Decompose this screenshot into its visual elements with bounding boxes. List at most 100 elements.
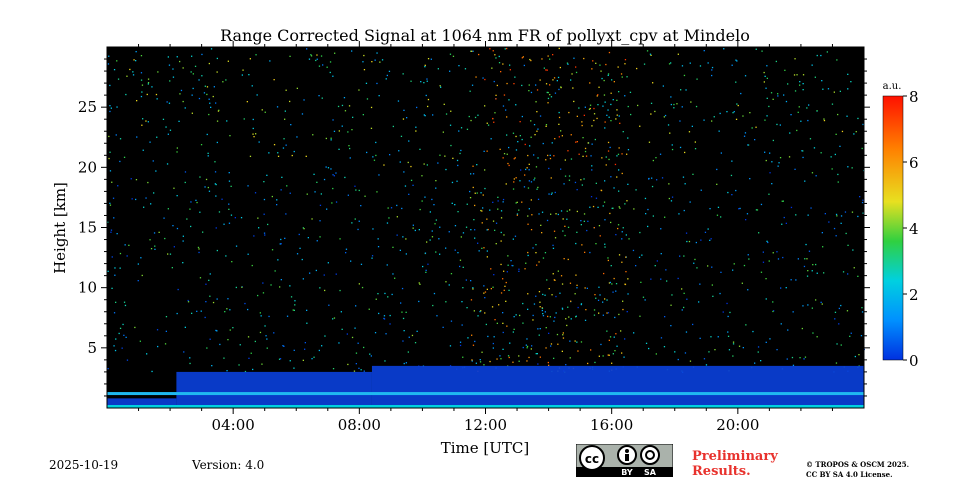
- signal-pixel: [531, 214, 533, 216]
- signal-pixel: [539, 301, 541, 303]
- signal-pixel: [296, 253, 299, 255]
- signal-pixel: [553, 77, 556, 79]
- signal-pixel: [209, 102, 211, 104]
- signal-pixel: [415, 126, 417, 128]
- signal-pixel: [651, 177, 653, 179]
- signal-pixel: [755, 126, 757, 128]
- signal-pixel: [527, 215, 529, 217]
- signal-pixel: [560, 130, 562, 132]
- signal-pixel: [254, 192, 257, 194]
- signal-pixel: [445, 168, 447, 171]
- signal-pixel: [538, 261, 540, 263]
- signal-pixel: [508, 146, 510, 149]
- signal-pixel: [330, 137, 332, 139]
- signal-pixel: [621, 261, 623, 263]
- signal-pixel: [331, 202, 333, 204]
- signal-pixel: [745, 324, 747, 326]
- signal-pixel: [116, 233, 118, 235]
- signal-pixel: [685, 331, 688, 333]
- signal-pixel: [650, 102, 653, 104]
- signal-pixel: [670, 304, 672, 306]
- signal-pixel: [585, 309, 587, 311]
- signal-pixel: [682, 176, 685, 178]
- signal-pixel: [628, 238, 630, 240]
- signal-pixel: [815, 263, 817, 266]
- signal-pixel: [241, 286, 243, 288]
- signal-pixel: [558, 111, 560, 114]
- signal-pixel: [403, 171, 405, 173]
- signal-pixel: [184, 326, 186, 328]
- signal-pixel: [749, 112, 751, 114]
- signal-pixel: [765, 298, 767, 300]
- signal-pixel: [731, 194, 733, 196]
- signal-pixel: [191, 112, 193, 114]
- y-axis-label: Height [km]: [51, 182, 69, 274]
- signal-pixel: [849, 335, 851, 337]
- signal-pixel: [225, 79, 227, 81]
- signal-pixel: [182, 235, 184, 237]
- signal-pixel: [326, 208, 328, 210]
- signal-pixel: [228, 208, 230, 210]
- signal-pixel: [431, 198, 433, 201]
- signal-pixel: [423, 82, 425, 84]
- signal-pixel: [794, 58, 796, 60]
- signal-pixel: [538, 291, 541, 293]
- signal-pixel: [563, 183, 565, 185]
- signal-pixel: [323, 178, 326, 181]
- signal-pixel: [542, 293, 544, 296]
- signal-pixel: [468, 115, 470, 118]
- signal-pixel: [229, 135, 231, 137]
- signal-pixel: [717, 336, 719, 338]
- signal-pixel: [766, 115, 768, 117]
- signal-pixel: [576, 210, 578, 213]
- signal-pixel: [670, 96, 672, 98]
- signal-pixel: [493, 121, 495, 123]
- signal-pixel: [419, 148, 421, 150]
- signal-pixel: [304, 342, 306, 344]
- signal-pixel: [202, 231, 204, 233]
- signal-pixel: [497, 200, 499, 202]
- signal-pixel: [502, 201, 504, 203]
- signal-pixel: [335, 201, 338, 203]
- signal-pixel: [305, 155, 307, 157]
- signal-pixel: [499, 355, 501, 357]
- signal-pixel: [229, 309, 231, 311]
- signal-pixel: [493, 336, 495, 338]
- signal-pixel: [404, 185, 407, 187]
- signal-pixel: [513, 181, 515, 183]
- signal-pixel: [807, 270, 809, 272]
- signal-pixel: [515, 314, 517, 316]
- signal-pixel: [182, 262, 184, 264]
- signal-pixel: [335, 172, 337, 174]
- signal-pixel: [639, 125, 641, 127]
- signal-pixel: [315, 59, 317, 62]
- signal-pixel: [425, 94, 427, 97]
- signal-pixel: [149, 239, 151, 241]
- signal-pixel: [681, 288, 683, 290]
- signal-pixel: [444, 155, 446, 157]
- signal-pixel: [471, 360, 473, 362]
- signal-pixel: [505, 300, 507, 302]
- signal-pixel: [210, 48, 213, 50]
- signal-pixel: [816, 336, 818, 338]
- signal-pixel: [418, 282, 420, 284]
- signal-pixel: [550, 343, 553, 345]
- signal-pixel: [197, 246, 200, 249]
- signal-pixel: [332, 368, 335, 370]
- signal-pixel: [647, 225, 649, 228]
- signal-pixel: [828, 221, 830, 223]
- signal-pixel: [226, 120, 228, 122]
- signal-pixel: [794, 90, 797, 92]
- signal-pixel: [615, 234, 617, 236]
- signal-pixel: [307, 237, 309, 239]
- signal-pixel: [483, 292, 485, 294]
- signal-pixel: [731, 160, 733, 162]
- signal-pixel: [673, 107, 675, 109]
- signal-pixel: [371, 255, 374, 257]
- signal-pixel: [293, 150, 295, 153]
- signal-pixel: [346, 333, 348, 335]
- signal-pixel: [827, 88, 830, 90]
- signal-pixel: [576, 341, 578, 343]
- signal-pixel: [535, 101, 537, 103]
